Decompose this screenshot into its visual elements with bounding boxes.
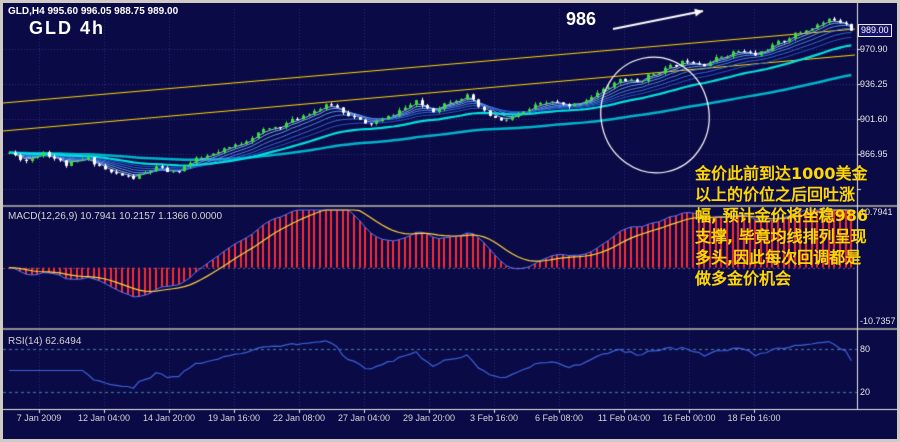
current-price-tag: 989.00 [858, 23, 892, 37]
macd-indicator-label: MACD(12,26,9) 10.7941 10.2157 1.1366 0.0… [8, 211, 223, 222]
chart-canvas[interactable] [3, 3, 897, 439]
rsi-level-label: 20 [860, 387, 871, 398]
time-label: 18 Feb 16:00 [727, 413, 781, 423]
time-label: 11 Feb 04:00 [597, 413, 651, 423]
chart-watermark: GLD 4h [29, 18, 106, 38]
macd-min-label: -10.7357 [860, 316, 896, 326]
time-label: 19 Jan 16:00 [207, 413, 261, 423]
support-level-label: 986 [566, 9, 597, 29]
time-label: 6 Feb 08:00 [534, 413, 584, 423]
pane-splitter-rsi[interactable] [3, 327, 897, 332]
time-label: 29 Jan 20:00 [402, 413, 456, 423]
time-label: 14 Jan 20:00 [142, 413, 196, 423]
price-level-label: 970.90 [860, 44, 888, 54]
rsi-indicator-label: RSI(14) 62.6494 [8, 336, 82, 347]
time-label: 27 Jan 04:00 [337, 413, 391, 423]
pane-splitter-macd[interactable] [3, 204, 897, 209]
rsi-level-label: 80 [860, 343, 871, 354]
symbol-info-line: GLD,H4 995.60 996.05 988.75 989.00 [8, 6, 179, 17]
macd-max-label: 10.7941 [860, 207, 893, 217]
time-label: 3 Feb 16:00 [469, 413, 519, 423]
price-level-label: 866.95 [860, 148, 888, 159]
time-label: 22 Jan 08:00 [272, 413, 326, 423]
price-level-label: 901.60 [860, 113, 888, 124]
time-label: 7 Jan 2009 [16, 413, 62, 423]
time-label: 12 Jan 04:00 [77, 413, 131, 423]
price-level-label: 936.25 [860, 78, 888, 89]
analysis-note: 金价此前到达1000美金以上的价位之后回吐涨幅, 预计金价将坐稳986支撑, 毕… [695, 164, 869, 288]
time-label: 16 Feb 00:00 [662, 413, 716, 423]
